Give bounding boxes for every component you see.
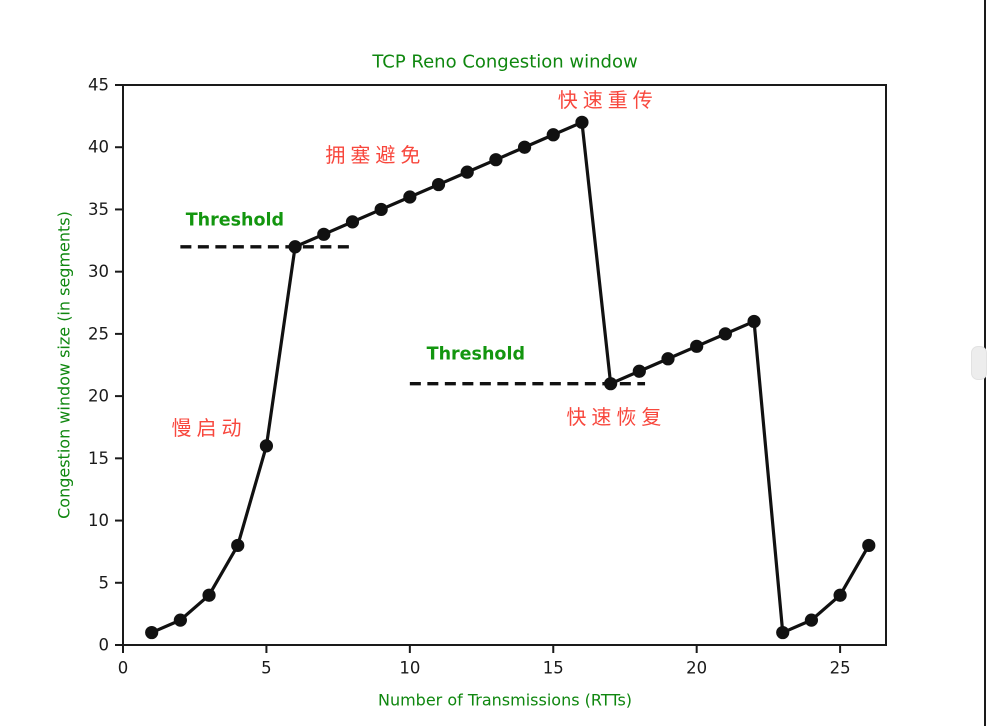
congestion-window-marker <box>317 227 331 241</box>
fast-recovery-label: 快速恢复 <box>566 405 667 430</box>
y-axis-label: Congestion window size (in segments) <box>54 211 74 519</box>
plot-frame <box>122 84 887 646</box>
congestion-window-marker <box>145 625 159 640</box>
congestion-window-marker <box>575 115 589 129</box>
congestion-window-marker <box>833 588 847 602</box>
congestion-window-marker <box>173 613 187 627</box>
scrollbar-thumb[interactable] <box>971 346 987 380</box>
fast-retransmit-label: 快速重传 <box>557 87 658 112</box>
congestion-window-marker <box>862 538 876 553</box>
x-tick-label: 15 <box>543 659 564 678</box>
congestion-window-marker <box>718 327 732 341</box>
congestion-window-marker <box>489 153 503 167</box>
congestion-window-marker <box>374 202 388 217</box>
congestion-window-marker <box>202 588 216 602</box>
x-axis-label: Number of Transmissions (RTTs) <box>377 690 633 710</box>
slow-start-label: 慢启动 <box>171 416 247 441</box>
congestion-window-marker <box>632 364 646 378</box>
congestion-window-marker <box>690 339 704 353</box>
congestion-window-marker <box>403 190 417 204</box>
congestion-window-marker <box>776 625 790 640</box>
congestion-window-marker <box>288 240 302 254</box>
y-tick-label: 20 <box>88 387 109 406</box>
congestion-window-marker <box>259 439 274 453</box>
y-tick-label: 15 <box>88 449 109 468</box>
x-tick-label: 5 <box>261 659 272 678</box>
congestion-window-marker <box>231 538 245 553</box>
congestion-window-marker <box>517 140 532 154</box>
y-tick-label: 25 <box>88 324 109 343</box>
x-tick-label: 20 <box>686 659 707 678</box>
congestion-window-marker <box>345 215 360 229</box>
congestion-window-marker <box>661 352 675 366</box>
chart-title: TCP Reno Congestion window <box>372 51 638 73</box>
y-tick-label: 40 <box>88 138 109 157</box>
y-tick-label: 5 <box>99 573 110 592</box>
congestion-window-marker <box>431 177 446 192</box>
y-tick-label: 35 <box>88 200 109 219</box>
y-tick-label: 10 <box>88 511 109 530</box>
y-tick-label: 45 <box>88 76 109 95</box>
x-tick-label: 10 <box>399 659 420 678</box>
threshold-lower-label: Threshold <box>426 344 525 365</box>
congestion-window-marker <box>804 613 819 627</box>
x-tick-label: 25 <box>830 659 851 678</box>
congestion-window-marker <box>546 128 560 142</box>
congestion-window-marker <box>747 314 761 329</box>
x-tick-label: 0 <box>118 659 129 678</box>
congestion-window-marker <box>604 377 618 391</box>
congestion-avoidance-label: 拥塞避免 <box>325 142 426 167</box>
y-tick-label: 0 <box>99 636 110 655</box>
y-tick-label: 30 <box>88 262 109 281</box>
congestion-window-line <box>151 120 871 635</box>
threshold-upper-label: Threshold <box>185 209 285 230</box>
congestion-window-marker <box>460 165 474 179</box>
